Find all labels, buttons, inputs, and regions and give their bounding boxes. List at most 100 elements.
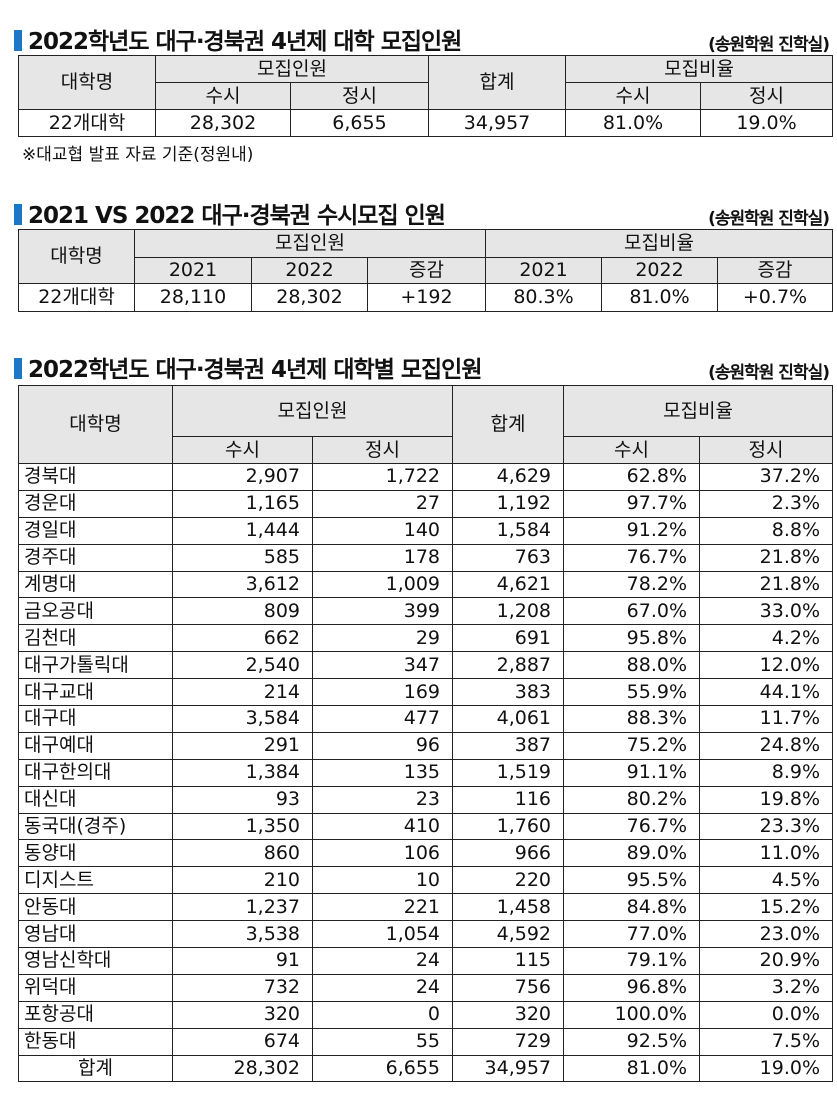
cell-ratio-susi: 89.0%: [563, 839, 701, 868]
cell-total: 34,957: [428, 109, 567, 137]
cell-ratio-susi: 97.7%: [563, 489, 701, 518]
header-total: 합계: [428, 55, 567, 110]
cell-ratio-jeongsi: 4.2%: [699, 624, 834, 653]
cell-susi: 291: [172, 731, 313, 760]
header-recruit: 모집인원: [134, 229, 486, 258]
cell-susi: 1,384: [172, 758, 313, 787]
cell-ratio-jeongsi: 11.0%: [699, 839, 834, 868]
cell-total: 1,458: [452, 893, 565, 922]
header-univ: 대학명: [18, 55, 156, 110]
cell-total: 116: [452, 785, 565, 814]
table-row: 대구예대 291 96 387 75.2% 24.8%: [18, 731, 834, 760]
header-ratio-susi: 수시: [563, 436, 701, 464]
cell-ratio-jeongsi: 23.0%: [699, 920, 834, 949]
cell-susi: 1,444: [172, 516, 313, 545]
header-ratio-jeongsi: 정시: [700, 82, 834, 110]
cell-jeongsi: 135: [311, 758, 454, 787]
cell-name: 대구한의대: [18, 758, 173, 787]
cell-ratio-susi: 81.0%: [563, 1054, 701, 1083]
table-row: 디지스트 210 10 220 95.5% 4.5%: [18, 866, 834, 895]
cell-ratio-jeongsi: 19.0%: [700, 109, 834, 137]
cell-jeongsi: 106: [311, 839, 454, 868]
cell-2021: 28,110: [134, 283, 252, 312]
cell-jeongsi: 477: [311, 705, 454, 733]
cell-total: 4,621: [452, 570, 565, 599]
header-ratio-2022: 2022: [601, 257, 718, 284]
cell-name: 계명대: [18, 570, 173, 599]
cell-name: 금오공대: [18, 597, 173, 626]
cell-ratio-jeongsi: 12.0%: [699, 651, 834, 680]
table-row: 경북대 2,907 1,722 4,629 62.8% 37.2%: [18, 463, 834, 491]
cell-ratio-susi: 88.3%: [563, 705, 701, 733]
table-row: 포항공대 320 0 320 100.0% 0.0%: [18, 1000, 834, 1029]
cell-name: 22개대학: [18, 283, 135, 312]
table-row: 한동대 674 55 729 92.5% 7.5%: [18, 1027, 834, 1056]
cell-susi: 662: [172, 624, 313, 653]
cell-ratio-susi: 62.8%: [563, 463, 701, 491]
cell-total: 763: [452, 543, 565, 572]
cell-jeongsi: 410: [311, 812, 454, 841]
table-row: 대구교대 214 169 383 55.9% 44.1%: [18, 678, 834, 707]
cell-susi: 3,538: [172, 920, 313, 949]
cell-jeongsi: 6,655: [289, 109, 430, 137]
cell-jeongsi: 399: [311, 597, 454, 626]
cell-ratio-susi: 67.0%: [563, 597, 701, 626]
header-ratio-susi: 수시: [565, 82, 702, 110]
header-univ: 대학명: [18, 385, 173, 464]
cell-ratio-jeongsi: 8.9%: [699, 758, 834, 787]
cell-name: 경운대: [18, 489, 173, 518]
cell-ratio-jeongsi: 44.1%: [699, 678, 834, 707]
cell-name: 영남신학대: [18, 947, 173, 975]
header-recruit: 모집인원: [171, 385, 454, 437]
cell-total: 729: [452, 1027, 565, 1056]
section2-table: 대학명 모집인원 모집비율 2021 2022 증감 2021 2022 증감 …: [18, 229, 833, 312]
cell-ratio-susi: 79.1%: [563, 947, 701, 975]
cell-jeongsi: 1,054: [311, 920, 454, 949]
cell-total: 1,192: [452, 489, 565, 518]
cell-ratio-susi: 95.8%: [563, 624, 701, 653]
section3-table-body: 경북대 2,907 1,722 4,629 62.8% 37.2% 경운대 1,165 27 1,…: [18, 463, 834, 1056]
cell-ratio-susi: 76.7%: [563, 812, 701, 841]
cell-ratio-jeongsi: 19.8%: [699, 785, 834, 814]
cell-total: 115: [452, 947, 565, 975]
table-row: 22개대학 28,110 28,302 +192 80.3% 81.0% +0.…: [18, 283, 833, 312]
cell-name: 김천대: [18, 624, 173, 653]
cell-susi: 93: [172, 785, 313, 814]
cell-ratio-jeongsi: 8.8%: [699, 516, 834, 545]
cell-susi: 3,612: [172, 570, 313, 599]
header-diff: 증감: [367, 257, 486, 284]
cell-2022: 28,302: [251, 283, 368, 312]
cell-ratio-susi: 84.8%: [563, 893, 701, 922]
cell-ratio-susi: 77.0%: [563, 920, 701, 949]
header-ratio: 모집비율: [485, 229, 833, 258]
header-univ: 대학명: [18, 229, 135, 284]
cell-ratio-jeongsi: 11.7%: [699, 705, 834, 733]
cell-ratio-jeongsi: 4.5%: [699, 866, 834, 895]
cell-total: 1,208: [452, 597, 565, 626]
cell-susi: 320: [172, 1000, 313, 1029]
cell-name: 위덕대: [18, 973, 173, 1002]
table-row: 대구한의대 1,384 135 1,519 91.1% 8.9%: [18, 758, 834, 787]
cell-diff: +192: [367, 283, 486, 312]
cell-susi: 91: [172, 947, 313, 975]
header-jeongsi: 정시: [289, 82, 430, 110]
header-recruit: 모집인원: [154, 55, 430, 83]
section3-source: (송원학원 진학실): [708, 363, 830, 383]
cell-ratio-jeongsi: 15.2%: [699, 893, 834, 922]
cell-ratio-jeongsi: 23.3%: [699, 812, 834, 841]
cell-name: 22개대학: [18, 109, 156, 137]
section3-table: 대학명 모집인원 합계 모집비율 수시 정시 수시 정시 경북대 2,907 1,7…: [18, 385, 834, 1083]
cell-name: 대구교대: [18, 678, 173, 707]
header-ratio-diff: 증감: [717, 257, 833, 284]
cell-ratio-susi: 80.2%: [563, 785, 701, 814]
section2-source: (송원학원 진학실): [708, 209, 830, 229]
cell-jeongsi: 24: [311, 973, 454, 1002]
table-row: 경일대 1,444 140 1,584 91.2% 8.8%: [18, 516, 834, 545]
section3-title: 2022학년도 대구·경북권 4년제 대학별 모집인원: [14, 350, 483, 384]
header-2021: 2021: [134, 257, 252, 284]
cell-name: 디지스트: [18, 866, 173, 895]
cell-susi: 214: [172, 678, 313, 707]
cell-ratio-susi: 92.5%: [563, 1027, 701, 1056]
header-ratio-2021: 2021: [485, 257, 602, 284]
cell-ratio-jeongsi: 21.8%: [699, 543, 834, 572]
